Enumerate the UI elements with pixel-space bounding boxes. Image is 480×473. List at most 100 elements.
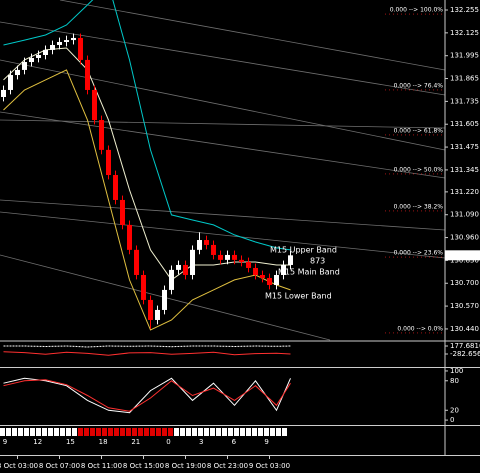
strip-cell xyxy=(144,428,149,436)
candle-body xyxy=(232,254,238,260)
band-label: M15 Upper Band xyxy=(270,246,337,255)
y-tick-label: 131.475 xyxy=(450,143,479,151)
strip-cell xyxy=(126,428,131,436)
strip-cell xyxy=(78,428,83,436)
band-label: M15 Main Band xyxy=(278,268,340,277)
strip-cell xyxy=(54,428,59,436)
candle-body xyxy=(253,267,259,275)
hour-label: 21 xyxy=(131,438,140,446)
hour-label: 9 xyxy=(264,438,268,446)
hour-label: 12 xyxy=(33,438,42,446)
strip-cell xyxy=(108,428,113,436)
strip-cell xyxy=(66,428,71,436)
candle-body xyxy=(15,69,21,76)
strip-cell xyxy=(186,428,191,436)
strip-cell xyxy=(204,428,209,436)
y-tick-label: 130.960 xyxy=(450,234,479,242)
signal-strip xyxy=(0,428,287,436)
candle-body xyxy=(204,240,210,245)
candle-body xyxy=(50,44,56,50)
strip-cell xyxy=(270,428,275,436)
y-tick-label: 100 xyxy=(450,367,463,375)
y-tick-label: 131.995 xyxy=(450,52,479,60)
strip-cell xyxy=(48,428,53,436)
candle-body xyxy=(43,49,49,55)
strip-cell xyxy=(222,428,227,436)
strip-cell xyxy=(36,428,41,436)
candle-body xyxy=(127,224,133,250)
y-tick-label: 131.605 xyxy=(450,120,479,128)
hour-label: 3 xyxy=(199,438,203,446)
strip-cell xyxy=(228,428,233,436)
series-line xyxy=(3,69,291,331)
strip-cell xyxy=(180,428,185,436)
x-tick-label: 8 Oct 15:00 xyxy=(123,462,164,470)
candle-body xyxy=(169,269,175,290)
candle-body xyxy=(218,254,224,260)
strip-cell xyxy=(24,428,29,436)
y-tick-label: 80 xyxy=(450,377,459,385)
candle-body xyxy=(260,274,266,278)
fib-label: 0.000 --> 38.2% xyxy=(394,203,444,210)
price-label: 130.859 xyxy=(448,251,477,259)
y-tick-label: 130.570 xyxy=(450,302,479,310)
series-line xyxy=(3,351,291,356)
strip-cell xyxy=(282,428,287,436)
trend-line xyxy=(0,21,446,96)
y-tick-label: 131.090 xyxy=(450,211,479,219)
y-tick-label: 130.700 xyxy=(450,279,479,287)
band-label: M15 Lower Band xyxy=(265,292,332,301)
panel xyxy=(3,345,291,356)
trend-line xyxy=(0,111,446,179)
strip-cell xyxy=(18,428,23,436)
y-tick-label: 132.125 xyxy=(450,29,479,37)
candle-body xyxy=(22,62,28,70)
y-tick-label: 177.6816 xyxy=(450,342,480,350)
fib-label: 0.000 --> 50.0% xyxy=(394,166,444,173)
strip-cell xyxy=(246,428,251,436)
strip-cell xyxy=(0,428,5,436)
price-box xyxy=(445,250,480,261)
candle-body xyxy=(211,244,217,255)
x-tick-label: 8 Oct 23:00 xyxy=(207,462,248,470)
candle-body xyxy=(190,249,196,275)
candle-body xyxy=(8,75,14,90)
candle-body xyxy=(155,309,161,320)
candle-body xyxy=(225,254,231,260)
candle-body xyxy=(246,261,252,268)
strip-cell xyxy=(240,428,245,436)
strip-cell xyxy=(72,428,77,436)
y-tick-label: 131.735 xyxy=(450,97,479,105)
candle-body xyxy=(78,37,84,60)
strip-cell xyxy=(84,428,89,436)
x-tick-label: 8 Oct 11:00 xyxy=(81,462,122,470)
candle-body xyxy=(85,59,91,90)
candle-body xyxy=(239,259,245,262)
trend-line xyxy=(0,211,446,259)
series-line xyxy=(3,379,291,412)
candle-body xyxy=(71,37,77,41)
fib-label: 0.000 --> 61.8% xyxy=(394,127,444,134)
strip-cell xyxy=(162,428,167,436)
strip-cell xyxy=(102,428,107,436)
panel xyxy=(3,377,291,414)
candle-body xyxy=(106,149,112,176)
x-tick-label: 9 Oct 03:00 xyxy=(249,462,290,470)
y-tick-label: 132.255 xyxy=(450,6,479,14)
candle-body xyxy=(1,89,7,97)
y-tick-label: 130.440 xyxy=(450,325,479,333)
strip-cell xyxy=(174,428,179,436)
y-tick-label: 131.865 xyxy=(450,75,479,83)
strip-cell xyxy=(216,428,221,436)
series-line xyxy=(3,345,291,348)
candle-body xyxy=(57,41,63,45)
strip-cell xyxy=(120,428,125,436)
candle-body xyxy=(176,264,182,270)
strip-cell xyxy=(12,428,17,436)
annotation: 873 xyxy=(310,257,325,266)
strip-cell xyxy=(150,428,155,436)
candle-body xyxy=(274,274,280,286)
y-tick-label: 0 xyxy=(450,416,454,424)
candle-body xyxy=(267,277,273,286)
